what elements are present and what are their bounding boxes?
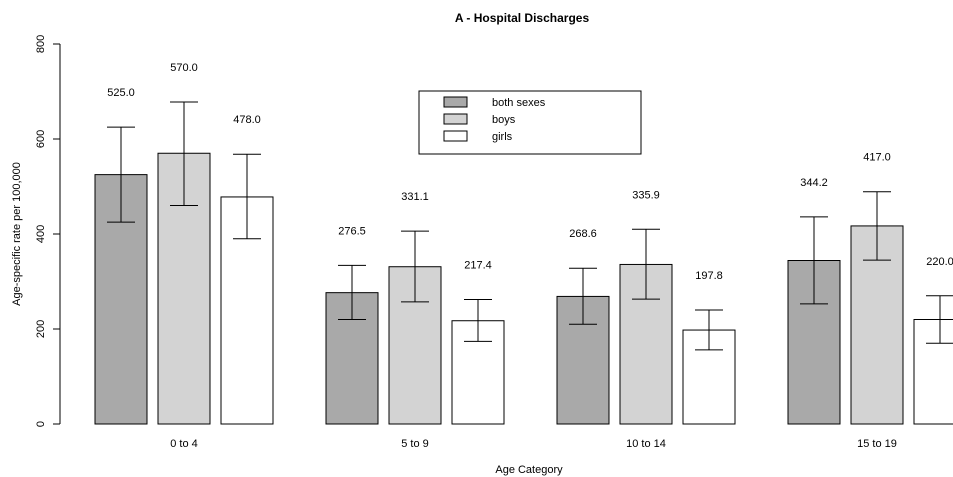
data-label: 197.8 <box>695 270 723 282</box>
legend-swatch-both-sexes <box>443 96 468 108</box>
legend: both sexes boys girls <box>418 90 642 155</box>
legend-label: girls <box>492 131 513 143</box>
chart-title: A - Hospital Discharges <box>455 11 590 25</box>
y-tick-label: 600 <box>35 130 47 148</box>
data-label: 478.0 <box>233 114 261 126</box>
legend-label: both sexes <box>492 97 546 109</box>
data-label: 276.5 <box>338 225 366 237</box>
y-axis-label: Age-specific rate per 100,000 <box>11 162 23 306</box>
x-tick-labels: 0 to 4 5 to 9 10 to 14 15 to 19 <box>170 438 897 450</box>
value-labels: 525.0 570.0 478.0 276.5 331.1 217.4 268.6 335.9… <box>107 62 953 282</box>
x-tick-label: 0 to 4 <box>170 438 198 450</box>
data-label: 335.9 <box>632 189 660 201</box>
y-axis: 0 200 400 600 800 Age-specific rate per 100,… <box>11 35 61 427</box>
y-ticks: 0 200 400 600 800 <box>35 35 60 427</box>
y-tick-label: 400 <box>35 225 47 243</box>
legend-items: both sexes boys girls <box>443 96 546 143</box>
data-label: 268.6 <box>569 228 597 240</box>
y-tick-label: 800 <box>35 35 47 53</box>
data-label: 331.1 <box>401 191 429 203</box>
y-tick-label: 200 <box>35 320 47 338</box>
x-tick-label: 15 to 19 <box>857 438 897 450</box>
error-bars <box>107 101 953 351</box>
bar-girls <box>913 319 953 425</box>
data-label: 344.2 <box>800 177 828 189</box>
data-label: 525.0 <box>107 87 135 99</box>
x-tick-label: 5 to 9 <box>401 438 429 450</box>
legend-swatch-girls <box>443 130 468 142</box>
x-tick-label: 10 to 14 <box>626 438 666 450</box>
data-label: 417.0 <box>863 152 891 164</box>
data-label: 217.4 <box>464 260 492 272</box>
legend-swatch-boys <box>443 113 468 125</box>
y-tick-label: 0 <box>35 421 47 427</box>
bars <box>94 152 953 425</box>
x-axis-label: Age Category <box>495 464 563 476</box>
data-label: 220.0 <box>926 256 953 268</box>
legend-label: boys <box>492 114 516 126</box>
data-label: 570.0 <box>170 62 198 74</box>
